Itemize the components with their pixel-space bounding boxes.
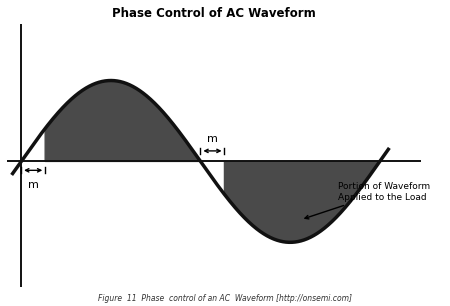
Title: Phase Control of AC Waveform: Phase Control of AC Waveform bbox=[112, 7, 316, 20]
Polygon shape bbox=[225, 162, 380, 242]
Text: m: m bbox=[207, 134, 218, 144]
Text: m: m bbox=[28, 180, 39, 190]
Text: Figure  11  Phase  control of an AC  Waveform [http://onsemi.com]: Figure 11 Phase control of an AC Wavefor… bbox=[98, 294, 352, 303]
Polygon shape bbox=[45, 80, 201, 162]
Text: Portion of Waveform
Applied to the Load: Portion of Waveform Applied to the Load bbox=[305, 182, 430, 219]
